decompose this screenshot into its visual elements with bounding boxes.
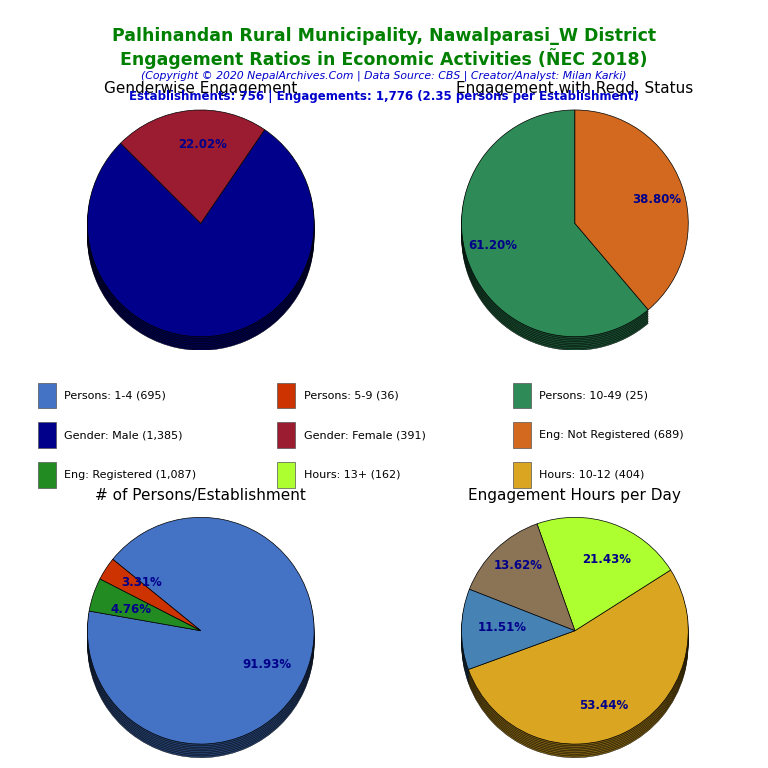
Wedge shape bbox=[462, 591, 575, 671]
Wedge shape bbox=[462, 594, 575, 674]
Wedge shape bbox=[468, 578, 688, 753]
FancyBboxPatch shape bbox=[277, 462, 295, 488]
Wedge shape bbox=[462, 601, 575, 681]
Wedge shape bbox=[462, 596, 575, 677]
Wedge shape bbox=[88, 521, 314, 747]
Wedge shape bbox=[462, 120, 648, 347]
Text: Palhinandan Rural Municipality, Nawalparasi_W District: Palhinandan Rural Municipality, Nawalpar… bbox=[112, 27, 656, 45]
Text: Eng: Not Registered (689): Eng: Not Registered (689) bbox=[539, 430, 684, 440]
Text: Persons: 10-49 (25): Persons: 10-49 (25) bbox=[539, 390, 648, 400]
Text: 53.44%: 53.44% bbox=[578, 699, 628, 712]
FancyBboxPatch shape bbox=[513, 382, 531, 409]
Wedge shape bbox=[537, 518, 670, 631]
Title: # of Persons/Establishment: # of Persons/Establishment bbox=[95, 488, 306, 504]
Wedge shape bbox=[100, 559, 200, 631]
Wedge shape bbox=[462, 111, 648, 339]
Wedge shape bbox=[462, 122, 648, 349]
Text: 38.80%: 38.80% bbox=[632, 193, 681, 206]
Text: Hours: 10-12 (404): Hours: 10-12 (404) bbox=[539, 470, 644, 480]
Text: Engagement Ratios in Economic Activities (ÑEC 2018): Engagement Ratios in Economic Activities… bbox=[121, 48, 647, 68]
Text: 77.98%: 77.98% bbox=[178, 295, 227, 308]
Wedge shape bbox=[468, 574, 688, 747]
Text: Establishments: 756 | Engagements: 1,776 (2.35 persons per Establishment): Establishments: 756 | Engagements: 1,776… bbox=[129, 90, 639, 103]
Wedge shape bbox=[462, 598, 575, 678]
Wedge shape bbox=[88, 133, 314, 340]
Wedge shape bbox=[88, 144, 314, 350]
Wedge shape bbox=[462, 118, 648, 345]
Wedge shape bbox=[468, 584, 688, 758]
Title: Engagement Hours per Day: Engagement Hours per Day bbox=[468, 488, 681, 504]
FancyBboxPatch shape bbox=[277, 422, 295, 448]
Wedge shape bbox=[88, 519, 314, 746]
Wedge shape bbox=[88, 524, 314, 751]
Wedge shape bbox=[462, 589, 575, 670]
Wedge shape bbox=[468, 575, 688, 750]
Title: Engagement with Regd. Status: Engagement with Regd. Status bbox=[456, 81, 694, 96]
Wedge shape bbox=[462, 117, 648, 343]
Wedge shape bbox=[462, 110, 648, 336]
Wedge shape bbox=[88, 138, 314, 345]
Text: Persons: 1-4 (695): Persons: 1-4 (695) bbox=[65, 390, 166, 400]
Wedge shape bbox=[462, 593, 575, 673]
Text: 21.43%: 21.43% bbox=[582, 553, 631, 566]
FancyBboxPatch shape bbox=[513, 422, 531, 448]
Wedge shape bbox=[462, 124, 648, 350]
Title: Genderwise Engagement: Genderwise Engagement bbox=[104, 81, 297, 96]
Text: Eng: Registered (1,087): Eng: Registered (1,087) bbox=[65, 470, 197, 480]
Text: 11.51%: 11.51% bbox=[478, 621, 527, 634]
Wedge shape bbox=[88, 518, 314, 744]
Wedge shape bbox=[462, 114, 648, 340]
FancyBboxPatch shape bbox=[38, 382, 56, 409]
Wedge shape bbox=[468, 582, 688, 756]
Wedge shape bbox=[575, 110, 688, 310]
Wedge shape bbox=[88, 528, 314, 754]
Text: Gender: Female (391): Gender: Female (391) bbox=[303, 430, 425, 440]
Text: 91.93%: 91.93% bbox=[243, 658, 292, 671]
Text: (Copyright © 2020 NepalArchives.Com | Data Source: CBS | Creator/Analyst: Milan : (Copyright © 2020 NepalArchives.Com | Da… bbox=[141, 71, 627, 81]
Wedge shape bbox=[462, 600, 575, 680]
Wedge shape bbox=[88, 526, 314, 753]
Text: Persons: 5-9 (36): Persons: 5-9 (36) bbox=[303, 390, 399, 400]
Text: 13.62%: 13.62% bbox=[494, 559, 543, 571]
Wedge shape bbox=[88, 131, 314, 339]
Wedge shape bbox=[468, 580, 688, 754]
Wedge shape bbox=[88, 141, 314, 349]
Wedge shape bbox=[462, 603, 575, 683]
FancyBboxPatch shape bbox=[38, 422, 56, 448]
Wedge shape bbox=[88, 130, 314, 336]
Wedge shape bbox=[88, 137, 314, 343]
Wedge shape bbox=[121, 110, 265, 223]
Text: 22.02%: 22.02% bbox=[178, 138, 227, 151]
Text: 61.20%: 61.20% bbox=[468, 239, 518, 252]
Wedge shape bbox=[88, 531, 314, 758]
Text: 4.76%: 4.76% bbox=[111, 604, 151, 617]
Wedge shape bbox=[468, 570, 688, 744]
FancyBboxPatch shape bbox=[38, 462, 56, 488]
Wedge shape bbox=[88, 140, 314, 347]
Wedge shape bbox=[462, 115, 648, 342]
Wedge shape bbox=[88, 522, 314, 750]
Text: Hours: 13+ (162): Hours: 13+ (162) bbox=[303, 470, 400, 480]
Wedge shape bbox=[89, 579, 200, 631]
FancyBboxPatch shape bbox=[277, 382, 295, 409]
FancyBboxPatch shape bbox=[513, 462, 531, 488]
Wedge shape bbox=[468, 577, 688, 751]
Wedge shape bbox=[468, 571, 688, 746]
Wedge shape bbox=[88, 529, 314, 756]
Text: Gender: Male (1,385): Gender: Male (1,385) bbox=[65, 430, 183, 440]
Text: 3.31%: 3.31% bbox=[121, 576, 162, 589]
Wedge shape bbox=[88, 134, 314, 342]
Wedge shape bbox=[469, 524, 575, 631]
